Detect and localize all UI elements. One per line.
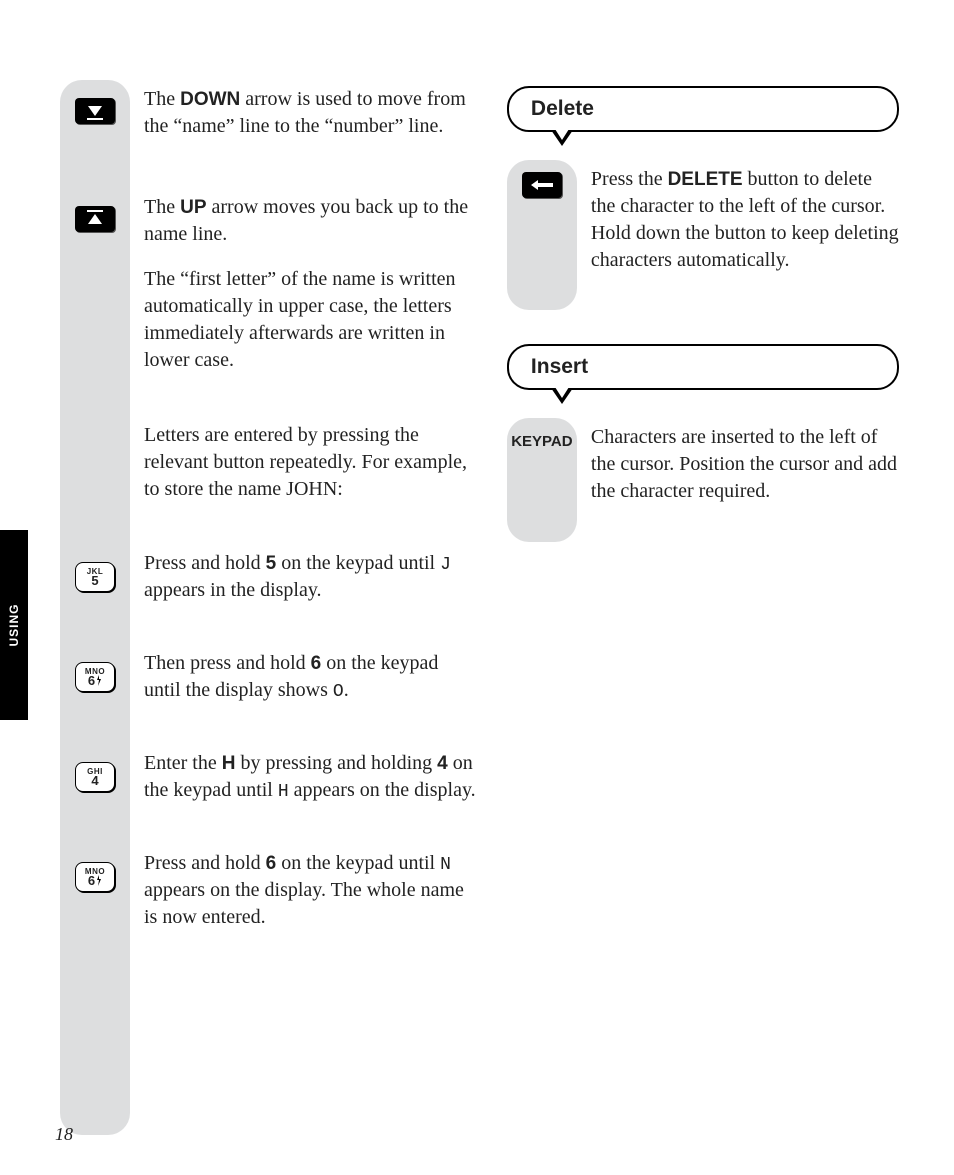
- left-text-body: The DOWN arrow is used to move from the …: [130, 80, 477, 1135]
- keypad-key-4: GHI4: [75, 762, 115, 792]
- right-body-text: Characters are inserted to the left of t…: [577, 418, 899, 542]
- body-paragraph: The “first letter” of the name is writte…: [144, 266, 477, 404]
- keypad-key-5: JKL5: [75, 562, 115, 592]
- keypad-key-6: MNO6: [75, 862, 115, 892]
- icon-slot: MNO6: [66, 656, 124, 756]
- body-paragraph: Press the DELETE button to delete the ch…: [591, 166, 899, 274]
- right-section-body: KEYPAD Characters are inserted to the lef…: [507, 418, 899, 542]
- right-icon-strip: KEYPAD: [507, 418, 577, 542]
- right-body-text: Press the DELETE button to delete the ch…: [577, 160, 899, 310]
- right-icon-strip: [507, 160, 577, 310]
- backspace-icon: [522, 172, 562, 198]
- section-tab-label: USING: [7, 603, 21, 646]
- icon-slot: [66, 200, 124, 272]
- page-number: 18: [55, 1124, 73, 1145]
- body-paragraph: Characters are inserted to the left of t…: [591, 424, 899, 505]
- body-paragraph: Enter the H by pressing and holding 4 on…: [144, 750, 477, 832]
- body-paragraph: The DOWN arrow is used to move from the …: [144, 86, 477, 176]
- icon-slot: MNO6: [66, 856, 124, 984]
- page: USING JKL5 MNO6 GHI4 MNO6 The DOWN arrow is…: [0, 0, 954, 1175]
- left-column: JKL5 MNO6 GHI4 MNO6 The DOWN arrow is used …: [60, 80, 477, 1135]
- icon-slot: GHI4: [66, 756, 124, 856]
- left-icon-strip: JKL5 MNO6 GHI4 MNO6: [60, 80, 130, 1135]
- body-paragraph: The UP arrow moves you back up to the na…: [144, 194, 477, 248]
- keypad-key-6: MNO6: [75, 662, 115, 692]
- icon-slot: [66, 428, 124, 556]
- right-column: Delete Press the DELETE button to delete …: [507, 80, 899, 1135]
- callout-tail-icon: [551, 388, 573, 404]
- body-paragraph: Letters are entered by pressing the rele…: [144, 422, 477, 532]
- body-paragraph: Press and hold 5 on the keypad until J a…: [144, 550, 477, 632]
- body-paragraph: Then press and hold 6 on the keypad unti…: [144, 650, 477, 732]
- right-section-body: Press the DELETE button to delete the ch…: [507, 160, 899, 310]
- arrow-down-icon: [75, 98, 115, 124]
- icon-slot: [66, 92, 124, 200]
- arrow-up-icon: [75, 206, 115, 232]
- icon-slot: [66, 272, 124, 428]
- section-callout: Insert: [507, 344, 899, 390]
- icon-slot: JKL5: [66, 556, 124, 656]
- section-callout: Delete: [507, 86, 899, 132]
- section-tab: USING: [0, 530, 28, 720]
- body-paragraph: Press and hold 6 on the keypad until N a…: [144, 850, 477, 960]
- callout-tail-icon: [551, 130, 573, 146]
- keypad-label: KEYPAD: [511, 430, 572, 449]
